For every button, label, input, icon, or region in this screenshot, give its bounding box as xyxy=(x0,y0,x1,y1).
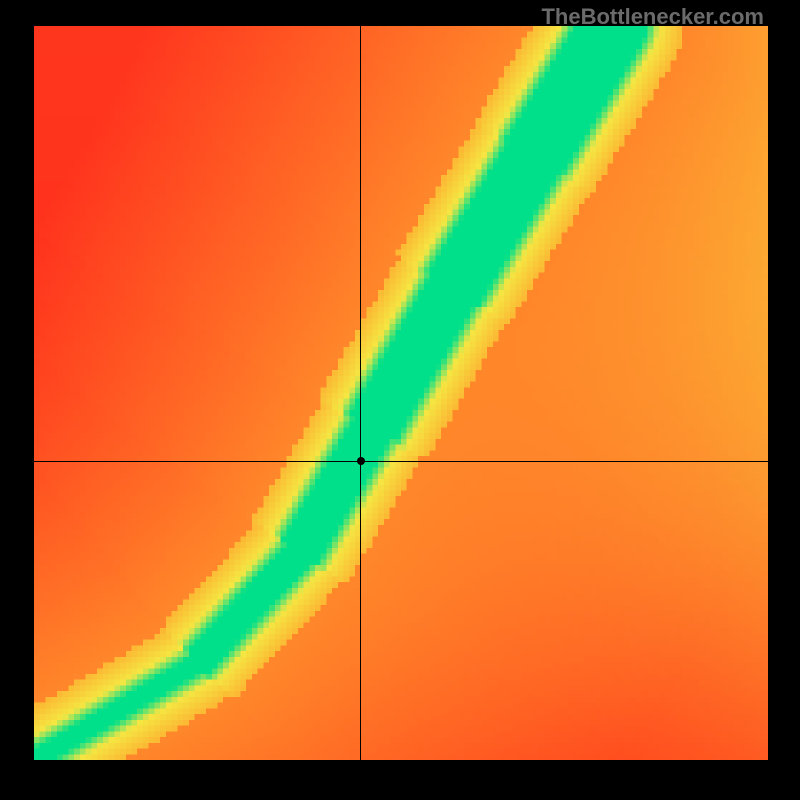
bottleneck-heatmap xyxy=(34,26,768,760)
watermark-text: TheBottlenecker.com xyxy=(541,4,764,30)
crosshair-horizontal xyxy=(34,461,768,462)
chart-container: { "chart": { "type": "heatmap", "outer_w… xyxy=(0,0,800,800)
crosshair-vertical xyxy=(360,26,361,760)
crosshair-point xyxy=(357,457,365,465)
